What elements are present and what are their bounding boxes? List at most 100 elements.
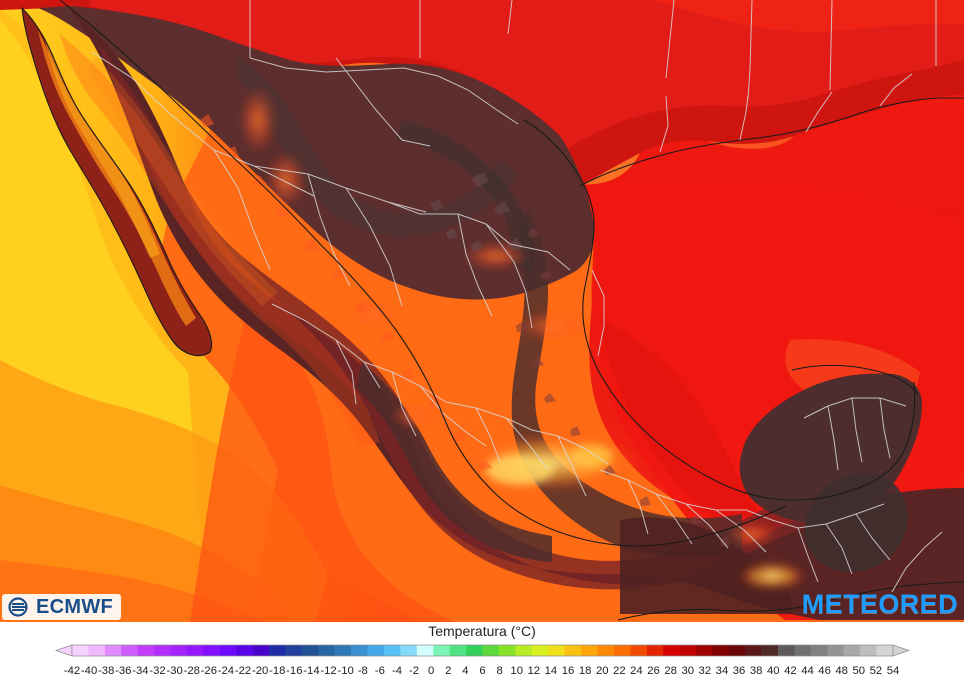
ecmwf-logo-text: ECMWF — [36, 595, 114, 618]
legend-tick-label: 30 — [681, 665, 694, 677]
legend-color-swatch — [712, 645, 730, 656]
texture-speckles — [200, 114, 731, 546]
legend-tick-label: -36 — [115, 665, 131, 677]
legend-tick-label: 46 — [818, 665, 831, 677]
temperature-map — [0, 0, 964, 622]
legend-tick-label: -38 — [98, 665, 114, 677]
legend-color-swatch — [663, 645, 680, 656]
legend-color-swatch — [794, 645, 812, 656]
legend-tick-label: -32 — [149, 665, 165, 677]
legend-color-swatch — [104, 645, 122, 656]
legend-color-swatch — [482, 645, 500, 656]
legend-color-swatch — [728, 645, 746, 656]
legend-tick-label: -14 — [303, 665, 319, 677]
legend-color-swatch — [515, 645, 533, 656]
legend-tick-label: 16 — [562, 665, 575, 677]
legend-color-swatch — [137, 645, 155, 656]
legend-tick-label: 14 — [545, 665, 558, 677]
legend-tick-label: 6 — [479, 665, 485, 677]
legend-tick-label: 44 — [801, 665, 814, 677]
legend-title: Temperatura (°C) — [428, 623, 536, 639]
temperature-map-panel: ECMWF METEORED — [0, 0, 964, 623]
legend-tick-label: -40 — [81, 665, 97, 677]
legend-tick-label: -10 — [338, 665, 354, 677]
legend-color-swatch — [466, 645, 483, 656]
legend-tick-label: 0 — [428, 665, 434, 677]
legend-tick-label: -34 — [132, 665, 148, 677]
legend-color-swatch — [679, 645, 697, 656]
legend-tick-label: -18 — [269, 665, 285, 677]
legend-color-swatch — [219, 645, 237, 656]
heat-hotspots — [240, 86, 806, 590]
legend-color-swatch — [121, 645, 138, 656]
legend-color-swatch — [745, 645, 762, 656]
legend-tick-label: 24 — [630, 665, 643, 677]
legend-color-swatch — [400, 645, 418, 656]
legend-tick-label: 54 — [887, 665, 900, 677]
mainland-west-slope — [60, 34, 380, 448]
legend-bar-group — [54, 644, 911, 657]
legend-color-swatch — [433, 645, 450, 656]
legend-color-swatch — [876, 645, 894, 656]
legend-tick-label: -8 — [358, 665, 368, 677]
legend-tick-label: 20 — [596, 665, 609, 677]
legend-color-swatch — [581, 645, 598, 656]
legend-tick-label: 34 — [716, 665, 729, 677]
legend-color-swatch — [597, 645, 615, 656]
legend-color-swatch — [301, 645, 319, 656]
legend-color-swatch — [269, 645, 286, 656]
legend-color-swatch — [810, 645, 828, 656]
legend-tick-label: -16 — [286, 665, 302, 677]
legend-tick-label: -30 — [166, 665, 182, 677]
legend-tick-label: 26 — [647, 665, 660, 677]
legend-tick-label: -12 — [320, 665, 336, 677]
legend-tick-label: 18 — [579, 665, 592, 677]
legend-color-swatch — [778, 645, 795, 656]
legend-tick-label: -26 — [201, 665, 217, 677]
legend-tick-label: 52 — [870, 665, 883, 677]
legend-tick-label: -24 — [218, 665, 234, 677]
legend-color-swatch — [154, 645, 171, 656]
legend-color-swatch — [351, 645, 368, 656]
baja-peninsula — [22, 8, 212, 356]
legend-color-swatch — [334, 645, 352, 656]
legend-color-swatch — [843, 645, 861, 656]
legend-color-swatch — [531, 645, 549, 656]
legend-tick-label: 50 — [853, 665, 866, 677]
legend-tick-label: 36 — [733, 665, 746, 677]
legend-color-swatch — [285, 645, 303, 656]
legend-tick-label: 42 — [784, 665, 797, 677]
legend-tick-label: 4 — [462, 665, 468, 677]
coastlines — [21, 0, 964, 621]
legend-color-swatch — [695, 645, 713, 656]
legend-color-swatch — [236, 645, 253, 656]
legend-tick-label: -2 — [409, 665, 419, 677]
legend-left-arrow — [54, 644, 73, 657]
temperature-legend: Temperatura (°C) -42 -40 -38 -36 -34 -32 -30 -2… — [0, 622, 964, 678]
legend-color-swatch — [630, 645, 647, 656]
legend-color-swatch — [252, 645, 270, 656]
legend-tick-label: 38 — [750, 665, 763, 677]
legend-tick-label: -20 — [252, 665, 268, 677]
legend-color-swatch — [548, 645, 565, 656]
legend-right-arrow — [892, 644, 911, 657]
legend-tick-label: -4 — [392, 665, 402, 677]
legend-color-swatch — [367, 645, 385, 656]
legend-color-swatch — [72, 645, 89, 656]
legend-tick-label: 22 — [613, 665, 626, 677]
legend-tick-label: 12 — [528, 665, 541, 677]
legend-tick-label: 32 — [699, 665, 712, 677]
legend-tick-label: 28 — [664, 665, 677, 677]
legend-tick-label: -6 — [375, 665, 385, 677]
legend-color-swatch — [88, 645, 106, 656]
legend-tick-label: 40 — [767, 665, 780, 677]
legend-tick-label: 2 — [445, 665, 451, 677]
ecmwf-logo: ECMWF — [2, 594, 122, 620]
ecmwf-symbol-icon — [8, 597, 28, 617]
legend-tick-label: -28 — [184, 665, 200, 677]
legend-colorbar: -42 -40 -38 -36 -34 -32 -30 -28 -26 -24 -22 -20 -18-… — [54, 644, 911, 677]
legend-tick-label: 48 — [835, 665, 848, 677]
meteored-logo-text: METEORED — [801, 589, 958, 619]
legend-color-swatch — [827, 645, 844, 656]
